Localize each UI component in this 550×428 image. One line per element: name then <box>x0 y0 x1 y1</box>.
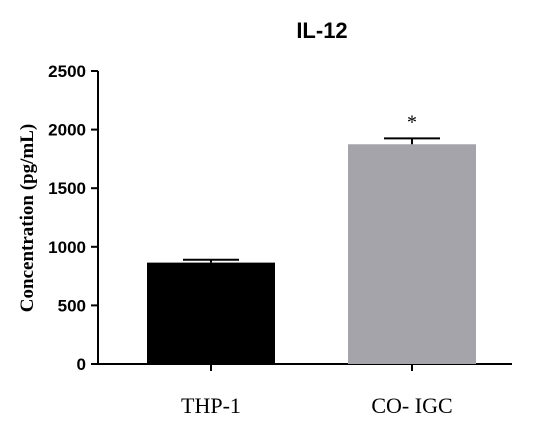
significance-marker-1: * <box>407 111 417 133</box>
bar-0 <box>147 262 275 364</box>
y-tick-label-500: 500 <box>58 296 86 315</box>
y-axis-label: Concentration (pg/mL) <box>17 124 38 312</box>
chart-title: IL-12 <box>296 18 347 43</box>
y-tick-label-2000: 2000 <box>48 121 86 140</box>
x-tick-label-1: CO- IGC <box>371 393 452 418</box>
y-tick-label-2500: 2500 <box>48 62 86 81</box>
y-tick-label-0: 0 <box>77 355 86 374</box>
y-tick-label-1500: 1500 <box>48 179 86 198</box>
bar-1 <box>348 144 476 364</box>
x-tick-label-0: THP-1 <box>181 393 241 418</box>
y-tick-label-1000: 1000 <box>48 238 86 257</box>
plot-area: 0 500 1000 1500 2000 2500 THP-1 CO- IGC * <box>48 62 512 418</box>
